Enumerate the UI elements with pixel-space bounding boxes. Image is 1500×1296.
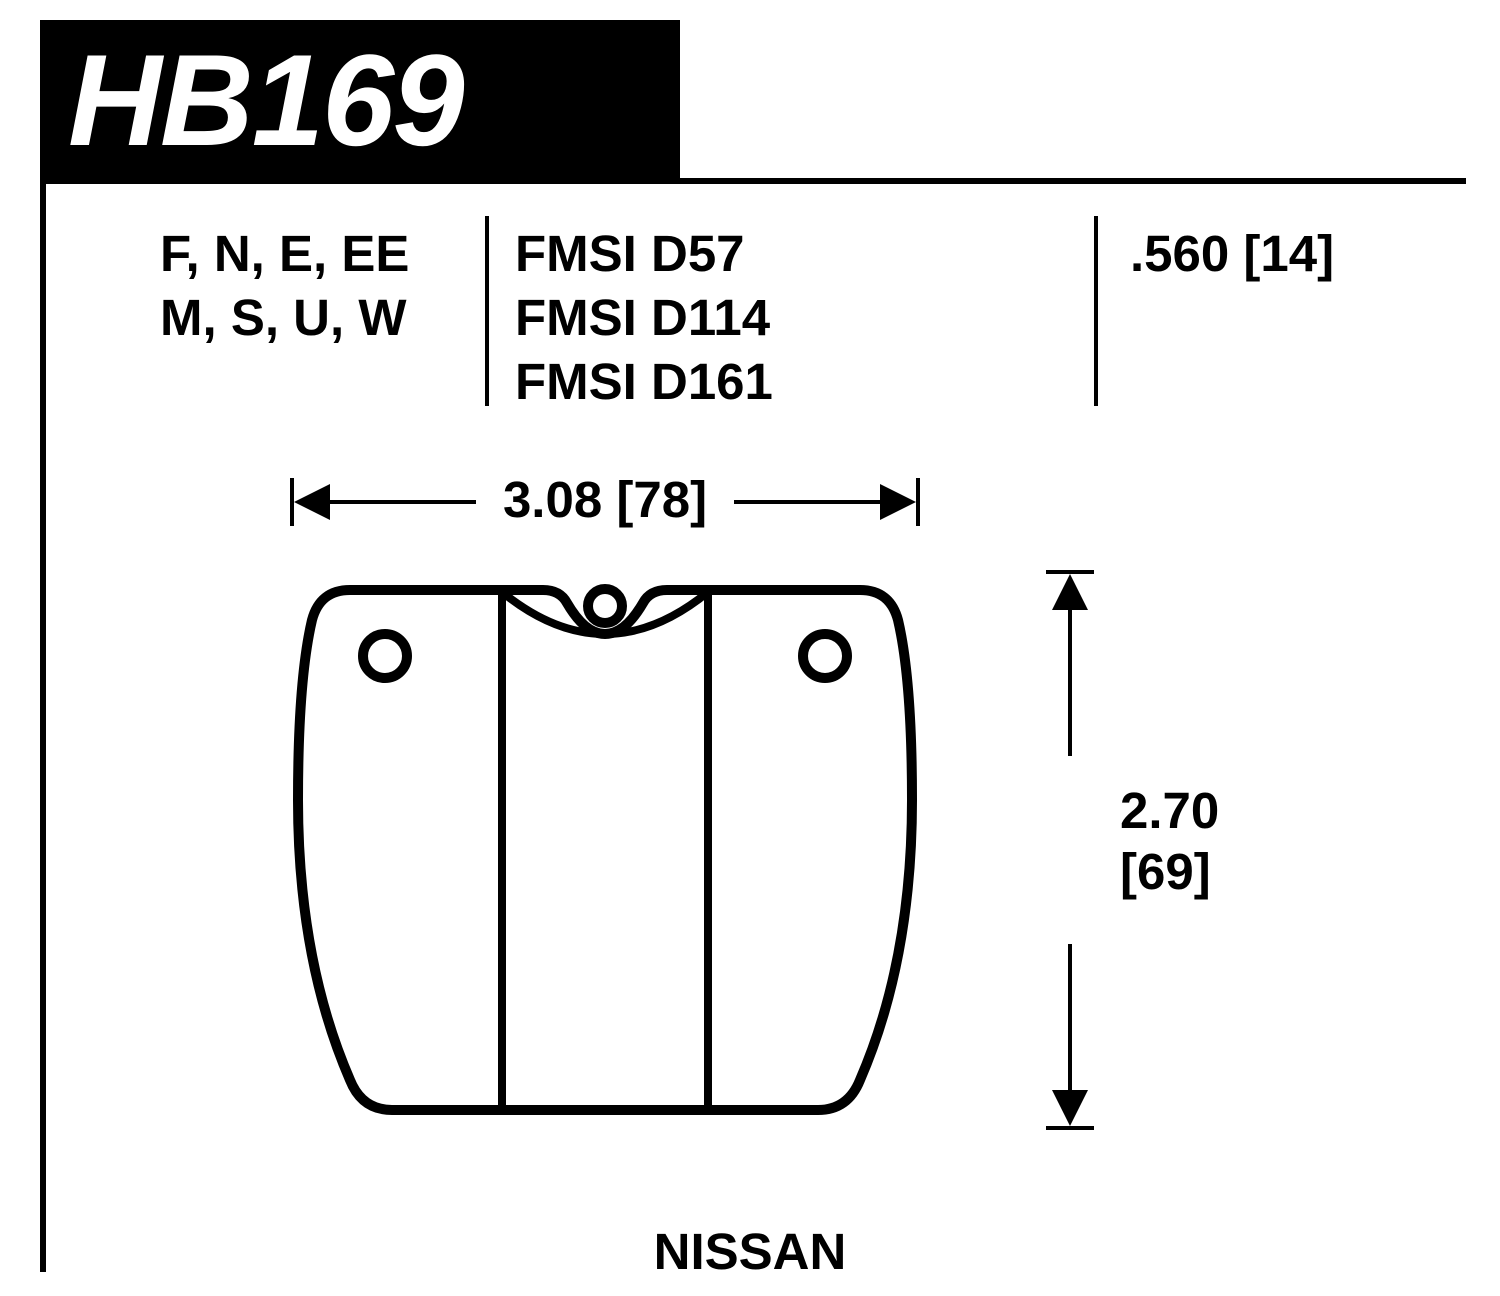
width-line-right — [734, 500, 884, 504]
spec-line: FMSI D114 — [515, 286, 773, 350]
spec-line: M, S, U, W — [160, 286, 409, 350]
arrow-right-icon — [880, 484, 916, 520]
frame-border-top — [40, 178, 1466, 184]
brake-pad-diagram: 3.08 [78] 2.70 [69] — [60, 470, 1460, 1190]
spec-line: FMSI D161 — [515, 350, 773, 414]
arrow-left-icon — [294, 484, 330, 520]
arrow-down-icon — [1052, 1090, 1088, 1126]
height-value-in: 2.70 — [1120, 780, 1219, 841]
spec-line: FMSI D57 — [515, 222, 773, 286]
height-line-bottom — [1068, 944, 1072, 1094]
height-tick-bottom — [1046, 1126, 1094, 1130]
width-dimension: 3.08 [78] — [290, 470, 920, 560]
height-dimension: 2.70 [69] — [1040, 570, 1300, 1130]
part-number: HB169 — [68, 25, 463, 175]
part-number-header: HB169 — [40, 20, 680, 180]
compounds-column: F, N, E, EEM, S, U, W — [160, 222, 409, 350]
frame-border-left — [40, 178, 46, 1272]
column-separator-1 — [485, 216, 489, 406]
spec-info-block: F, N, E, EEM, S, U, W FMSI D57FMSI D114F… — [160, 222, 1460, 422]
spec-line: F, N, E, EE — [160, 222, 409, 286]
vehicle-brand-label: NISSAN — [0, 1222, 1500, 1281]
width-line-left — [326, 500, 476, 504]
height-line-top — [1068, 606, 1072, 756]
brake-pad-outline — [290, 570, 920, 1130]
height-value-mm: [69] — [1120, 841, 1219, 902]
width-tick-right — [916, 478, 920, 526]
spec-line: .560 [14] — [1130, 222, 1334, 286]
height-dimension-label: 2.70 [69] — [1120, 780, 1219, 902]
fmsi-column: FMSI D57FMSI D114FMSI D161 — [515, 222, 773, 413]
arrow-up-icon — [1052, 574, 1088, 610]
thickness-column: .560 [14] — [1130, 222, 1334, 286]
column-separator-2 — [1094, 216, 1098, 406]
